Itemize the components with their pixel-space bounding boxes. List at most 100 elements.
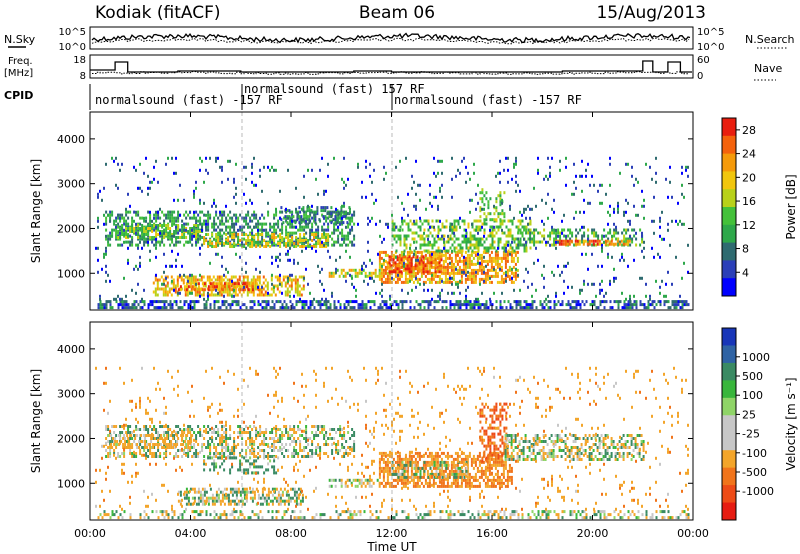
data-cell: [158, 278, 161, 282]
data-cell: [233, 437, 236, 440]
data-cell: [123, 306, 126, 310]
data-cell: [635, 306, 638, 310]
data-cell: [529, 231, 532, 235]
data-cell: [380, 271, 383, 275]
data-cell: [505, 516, 508, 520]
data-cell: [395, 510, 398, 514]
data-cell: [174, 290, 177, 294]
data-cell: [371, 276, 373, 280]
data-cell: [164, 290, 167, 294]
data-cell: [378, 265, 381, 269]
data-cell: [561, 300, 564, 304]
data-cell: [659, 255, 661, 259]
data-cell: [523, 207, 525, 211]
data-cell: [171, 237, 173, 241]
data-cell: [135, 306, 138, 310]
data-cell: [289, 234, 292, 238]
data-cell: [454, 265, 457, 269]
data-cell: [456, 280, 459, 284]
data-cell: [456, 268, 459, 272]
data-cell: [135, 222, 137, 226]
data-cell: [515, 303, 518, 307]
data-cell: [591, 252, 593, 256]
data-cell: [273, 243, 276, 247]
data-cell: [164, 287, 167, 291]
data-cell: [197, 230, 200, 233]
data-cell: [431, 234, 434, 238]
data-cell: [163, 434, 166, 437]
data-cell: [557, 234, 559, 238]
data-cell: [369, 300, 372, 304]
data-cell: [484, 274, 487, 278]
data-cell: [203, 306, 206, 310]
data-cell: [187, 279, 189, 283]
data-cell: [139, 186, 141, 190]
data-cell: [345, 510, 348, 514]
data-cell: [392, 277, 395, 281]
data-cell: [267, 165, 269, 169]
data-cell: [143, 428, 146, 431]
data-cell: [401, 306, 404, 310]
data-cell: [225, 449, 228, 452]
data-cell: [119, 513, 122, 517]
data-cell: [155, 230, 158, 233]
data-cell: [247, 288, 250, 292]
data-cell: [235, 222, 238, 226]
data-cell: [444, 271, 447, 275]
data-cell: [683, 510, 686, 514]
data-cell: [607, 513, 610, 517]
data-cell: [123, 276, 125, 280]
data-cell: [581, 237, 584, 241]
data-cell: [271, 165, 273, 169]
data-cell: [177, 227, 180, 230]
data-cell: [169, 216, 172, 220]
data-cell: [496, 265, 499, 269]
data-cell: [375, 222, 377, 226]
data-cell: [213, 510, 216, 514]
date-title: 15/Aug/2013: [596, 3, 706, 23]
data-cell: [337, 300, 340, 304]
data-cell: [259, 168, 261, 172]
data-cell: [582, 239, 585, 243]
data-cell: [347, 234, 350, 238]
data-cell: [218, 278, 221, 282]
data-cell: [551, 243, 554, 247]
data-cell: [387, 516, 390, 520]
data-cell: [418, 250, 421, 254]
data-cell: [623, 234, 626, 238]
data-cell: [487, 212, 490, 216]
data-cell: [487, 200, 490, 204]
data-cell: [345, 183, 347, 187]
data-cell: [164, 293, 167, 297]
data-cell: [250, 284, 253, 288]
data-cell: [225, 440, 228, 443]
data-cell: [177, 213, 180, 217]
data-cell: [217, 443, 220, 446]
data-cell: [537, 231, 540, 235]
data-cell: [463, 156, 465, 160]
data-cell: [251, 285, 254, 289]
data-cell: [499, 510, 502, 514]
data-cell: [205, 233, 208, 236]
data-cell: [380, 262, 383, 266]
data-cell: [426, 270, 429, 274]
data-cell: [447, 234, 449, 238]
data-cell: [465, 294, 467, 298]
data-cell: [651, 303, 654, 307]
data-cell: [339, 222, 341, 226]
data-cell: [595, 513, 598, 517]
data-cell: [143, 216, 145, 220]
data-cell: [599, 513, 602, 517]
data-cell: [325, 303, 328, 307]
data-cell: [629, 297, 631, 301]
data-cell: [205, 513, 208, 517]
data-cell: [121, 230, 124, 233]
data-cell: [175, 236, 178, 239]
data-cell: [547, 300, 550, 304]
data-cell: [268, 293, 271, 297]
data-cell: [446, 265, 449, 269]
data-cell: [115, 446, 118, 449]
data-cell: [428, 271, 431, 275]
data-cell: [468, 271, 471, 275]
data-cell: [527, 516, 530, 520]
